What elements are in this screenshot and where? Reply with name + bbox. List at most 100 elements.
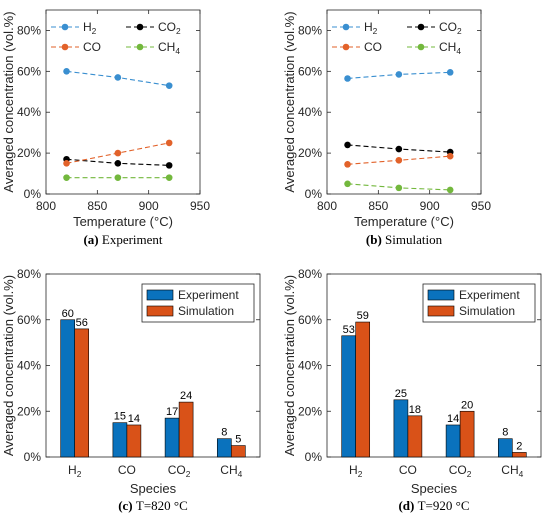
- panel-c-bar-chart: 0% 20% 40% 60% 80%Averaged concentration (vo…: [1, 267, 261, 513]
- legend-swatch-bar_simulation: [146, 305, 174, 317]
- y-tick-label: 0%: [24, 450, 42, 464]
- legend-label-CO2: CO2: [439, 20, 462, 36]
- legend-marker-CH4: [417, 43, 425, 51]
- bar-value-label: 8: [502, 427, 508, 439]
- data-point-CH4: [63, 174, 70, 181]
- y-tick-label: 0%: [24, 187, 42, 201]
- data-point-CO: [114, 149, 122, 157]
- legend-label-bar_experiment: Experiment: [459, 288, 520, 302]
- y-tick-label: 80%: [17, 267, 41, 281]
- bar-bar_simulation: [230, 445, 246, 458]
- panel-a-line-chart: 0% 20% 40% 60% 80%Averaged concentration (vo…: [1, 9, 210, 247]
- legend-label-bar_experiment: Experiment: [178, 288, 239, 302]
- panel-caption: (c) T=820 °C: [118, 498, 188, 513]
- category-label: CH4: [501, 463, 523, 479]
- legend-swatch-bar_simulation: [427, 305, 455, 317]
- legend-marker-CO2: [136, 23, 144, 31]
- x-tick-label: 850: [368, 199, 388, 213]
- bar-value-label: 8: [221, 427, 227, 439]
- bar-value-label: 20: [461, 399, 473, 411]
- bar-bar_simulation: [459, 410, 475, 458]
- y-tick-label: 40%: [17, 359, 41, 373]
- y-tick-label: 0%: [305, 450, 323, 464]
- y-tick-label: 60%: [17, 313, 41, 327]
- panel-b-line-chart: 0% 20% 40% 60% 80%Averaged concentration (vo…: [282, 9, 491, 247]
- y-tick-label: 60%: [298, 313, 322, 327]
- data-point-CO: [344, 161, 351, 168]
- legend-marker-CO2: [417, 23, 425, 31]
- bar-value-label: 24: [180, 390, 192, 402]
- data-point-CO2: [165, 162, 173, 169]
- data-point-CO: [395, 156, 403, 164]
- y-tick-label: 80%: [298, 267, 322, 281]
- legend-label-bar_simulation: Simulation: [459, 304, 515, 318]
- data-point-CO2: [114, 160, 122, 167]
- y-tick-label: 80%: [298, 23, 322, 37]
- bar-bar_simulation: [355, 321, 371, 458]
- data-point-H2: [395, 71, 403, 78]
- bar-bar_simulation: [178, 401, 194, 458]
- bar-bar_experiment: [112, 422, 128, 458]
- x-tick-label: 950: [190, 199, 210, 213]
- y-axis-label: Averaged concentration (vol.%): [1, 275, 16, 456]
- y-tick-label: 80%: [17, 23, 41, 37]
- x-tick-label: 850: [87, 199, 107, 213]
- x-axis-label: Species: [130, 481, 177, 496]
- bar-value-label: 5: [235, 434, 241, 446]
- legend-label-CH4: CH4: [158, 40, 180, 56]
- legend-marker-H2: [342, 23, 350, 31]
- data-point-CO: [165, 139, 173, 147]
- data-point-CO: [63, 160, 70, 167]
- category-label: CO2: [168, 463, 191, 479]
- bar-bar_simulation: [511, 452, 527, 458]
- legend-swatch-bar_experiment: [146, 289, 174, 301]
- data-point-CH4: [344, 180, 351, 188]
- x-tick-label: 800: [36, 199, 56, 213]
- x-tick-label: 900: [420, 199, 440, 213]
- panel-caption: (d) T=920 °C: [398, 498, 469, 513]
- data-point-H2: [344, 75, 351, 82]
- data-point-CH4: [395, 184, 403, 192]
- legend-label-CO: CO: [364, 40, 382, 54]
- bar-value-label: 15: [114, 411, 126, 423]
- data-point-CH4: [114, 174, 122, 181]
- bar-bar_simulation: [74, 328, 90, 458]
- legend-marker-CO: [61, 43, 69, 51]
- data-point-H2: [114, 74, 122, 81]
- data-point-CH4: [446, 186, 454, 194]
- bar-bar_experiment: [216, 438, 232, 458]
- y-tick-label: 20%: [17, 404, 41, 418]
- bar-value-label: 59: [357, 310, 369, 322]
- y-tick-label: 20%: [298, 404, 322, 418]
- bar-bar_experiment: [393, 399, 409, 458]
- x-tick-label: 950: [471, 199, 491, 213]
- panel-d-bar-chart: 0% 20% 40% 60% 80%Averaged concentration (vo…: [282, 267, 542, 513]
- bar-value-label: 56: [76, 317, 88, 329]
- y-tick-label: 40%: [298, 105, 322, 119]
- bar-bar_experiment: [164, 417, 180, 458]
- x-tick-label: 800: [317, 199, 337, 213]
- bar-value-label: 17: [166, 406, 178, 418]
- y-tick-label: 0%: [305, 187, 323, 201]
- plot-frame: [45, 9, 201, 195]
- data-point-CO: [446, 152, 454, 160]
- y-tick-label: 20%: [298, 146, 322, 160]
- legend-label-H2: H2: [83, 20, 97, 36]
- bar-value-label: 25: [395, 388, 407, 400]
- bar-bar_experiment: [445, 424, 461, 458]
- data-point-CO2: [344, 141, 351, 149]
- legend-swatch-bar_experiment: [427, 289, 455, 301]
- y-tick-label: 60%: [17, 64, 41, 78]
- bar-value-label: 14: [128, 413, 140, 425]
- x-tick-label: 900: [139, 199, 159, 213]
- y-tick-label: 20%: [17, 146, 41, 160]
- data-point-H2: [165, 82, 173, 89]
- x-axis-label: Species: [411, 481, 458, 496]
- category-label: CO: [399, 463, 417, 477]
- data-point-CH4: [165, 174, 173, 181]
- bar-value-label: 2: [516, 440, 522, 452]
- bar-value-label: 18: [409, 404, 421, 416]
- data-point-H2: [446, 69, 454, 76]
- legend-marker-CH4: [136, 43, 144, 51]
